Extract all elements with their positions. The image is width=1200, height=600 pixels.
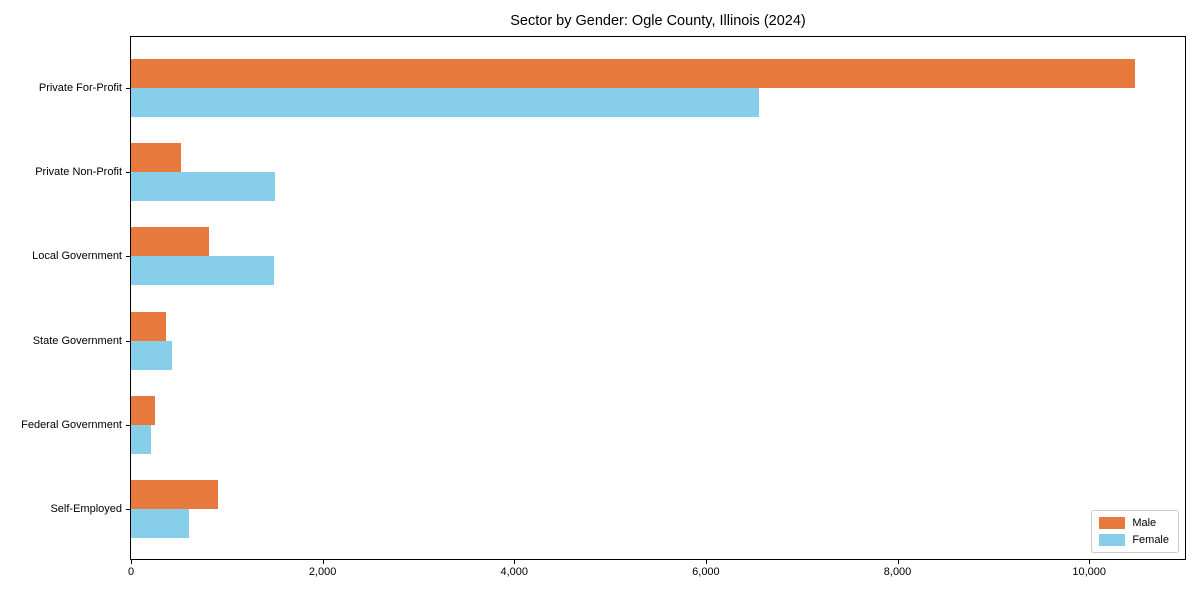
y-tick-mark	[126, 172, 130, 174]
bar-male-local-government	[131, 227, 209, 257]
bar-female-local-government	[131, 256, 274, 286]
bar-male-private-non-profit	[131, 143, 181, 173]
bar-female-self-employed	[131, 509, 189, 538]
x-tick-label-0: 0	[127, 566, 135, 578]
y-tick-label-state-government: State Government	[32, 334, 122, 347]
chart-title: Sector by Gender: Ogle County, Illinois …	[510, 13, 806, 29]
x-tick-label-6-000: 6,000	[692, 566, 720, 578]
bar-male-private-for-profit	[131, 59, 1135, 88]
x-tick-label-2-000: 2,000	[308, 566, 337, 578]
legend-swatch-female	[1099, 534, 1126, 546]
legend-label: Female	[1132, 534, 1169, 546]
legend-item-female: Female	[1099, 534, 1169, 546]
x-tick-mark	[705, 560, 707, 564]
x-tick-label-10-000: 10,000	[1072, 566, 1106, 578]
legend: Male Female	[1091, 510, 1179, 553]
y-tick-label-local-government: Local Government	[32, 250, 122, 263]
y-tick-label-private-for-profit: Private For-Profit	[38, 82, 122, 94]
x-tick-mark	[322, 560, 324, 564]
x-tick-mark	[514, 560, 516, 564]
y-tick-label-federal-government: Federal Government	[21, 418, 122, 431]
y-tick-mark	[126, 256, 130, 258]
y-tick-mark	[126, 509, 130, 510]
y-tick-mark	[126, 340, 130, 342]
bar-male-self-employed	[131, 480, 218, 509]
bar-male-state-government	[131, 311, 166, 341]
x-tick-mark	[131, 560, 132, 564]
x-tick-mark	[1089, 560, 1091, 564]
x-tick-label-8-000: 8,000	[883, 566, 912, 578]
bar-female-private-non-profit	[131, 172, 275, 202]
x-tick-label-4-000: 4,000	[500, 566, 529, 578]
x-tick-mark	[897, 560, 899, 564]
plot-area: Male Female	[130, 36, 1186, 560]
y-tick-mark	[126, 424, 130, 426]
bar-male-federal-government	[131, 395, 155, 425]
y-tick-label-self-employed: Self-Employed	[50, 503, 122, 515]
y-tick-label-private-non-profit: Private Non-Profit	[35, 166, 122, 179]
legend-label: Male	[1132, 517, 1157, 529]
bar-female-private-for-profit	[131, 88, 759, 117]
bar-female-state-government	[131, 340, 172, 370]
legend-item-male: Male	[1099, 517, 1169, 529]
bar-female-federal-government	[131, 424, 151, 454]
y-tick-mark	[126, 88, 130, 89]
legend-swatch-male	[1099, 517, 1126, 529]
